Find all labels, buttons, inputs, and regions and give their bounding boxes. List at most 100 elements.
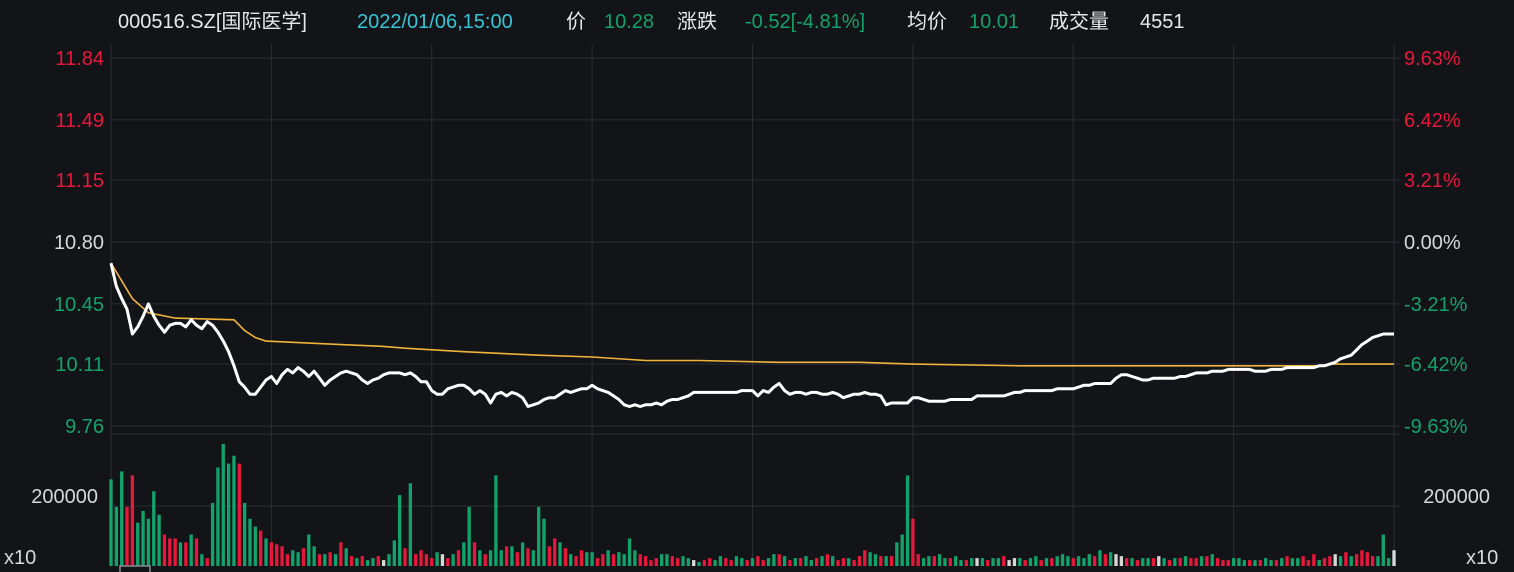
volume-bar [1231,558,1236,566]
avg-price-value: 10.01 [969,11,1020,33]
volume-bar [333,554,338,566]
volume-bar [579,550,584,566]
volume-bar [665,554,669,566]
volume-bar [1012,558,1017,566]
volume-bar [216,467,220,566]
volume-bar [205,558,209,566]
volume-bar [488,550,493,566]
volume-bar [275,544,279,566]
volume-bar [430,558,434,566]
volume-bar [745,560,749,566]
volume-bar [1274,560,1279,566]
volume-bar [1028,558,1033,566]
volume-bar [649,560,653,566]
volume-bar [1317,560,1321,566]
volume-bar [285,554,290,566]
volume-bar [1285,556,1289,566]
crosshair-cursor-box[interactable] [119,565,151,572]
percent-tick-label: 9.63% [1404,48,1461,70]
volume-bar [627,538,632,566]
volume-bar [291,550,295,566]
volume-bar [601,554,605,566]
volume-bar [403,548,407,566]
volume-bar [847,558,851,566]
chart-grid [110,44,1400,566]
volume-bar [114,506,119,566]
avg-price-label: 均价 [907,11,947,33]
volume-bar [659,554,664,566]
price-tick-label: 10.11 [55,354,104,376]
volume-bar [798,558,803,566]
volume-bar [718,556,723,566]
volume-bar [991,558,995,566]
volume-bar [152,491,156,566]
volume-bar [440,554,445,566]
volume-bar [681,556,685,566]
volume-bar [927,556,931,566]
volume-bar [809,560,813,566]
volume-bar [381,560,386,566]
volume-bar [494,475,498,566]
percent-tick-label: 6.42% [1404,110,1461,132]
volume-bar [312,546,316,566]
volume-bar [269,542,274,566]
volume-bar [708,558,712,566]
volume-bar [504,546,509,566]
volume-bar [339,542,343,566]
volume-bar [761,560,765,566]
volume-bar [189,534,193,566]
volume-bar [371,558,375,566]
volume-bar [323,554,327,566]
volume-bar [889,556,894,566]
volume-bar [237,463,241,566]
percent-axis-right: 9.63% 6.42% 3.21% 0.00% -3.21% -6.42% -9.63% [1404,48,1468,438]
volume-bar [210,502,215,566]
volume-bar [1146,558,1150,566]
volume-bar [1349,556,1353,566]
volume-bar [756,556,760,566]
percent-tick-label: -6.42% [1404,354,1468,376]
volume-bar [750,558,755,566]
volume-bar [1087,554,1091,566]
volume-bar [1215,558,1220,566]
volume-bar [831,556,835,566]
volume-bar [264,538,268,566]
volume-bar [248,518,252,566]
volume-unit-left: x10 [4,547,36,569]
volume-bar [1306,560,1311,566]
volume-bar [472,542,477,566]
quote-datetime: 2022/01/06,15:00 [357,11,513,33]
volume-bar [863,550,867,566]
volume-bar [574,556,578,566]
volume-bar [734,556,739,566]
volume-bar [895,542,899,566]
volume-bar [515,552,519,566]
price-line [109,262,1394,408]
volume-bar [980,558,985,566]
volume-bar [916,554,920,566]
volume-bar [836,560,840,566]
volume-bar [686,558,691,566]
volume-bar [1173,558,1177,566]
price-tick-label: 10.45 [54,294,104,316]
volume-bar [125,506,129,566]
volume-bar [868,552,872,566]
volume-bar [638,554,642,566]
volume-bar [1194,558,1198,566]
volume-bar [531,550,535,566]
volume-bar [676,558,680,566]
volume-bar [162,534,167,566]
volume-bar [959,560,963,566]
volume-bar [814,558,819,566]
volume-bar [168,538,172,566]
price-tick-label: 11.84 [55,48,104,70]
volume-bar [970,558,974,566]
volume-bar [1109,552,1113,566]
volume-bar [1066,556,1070,566]
volume-bar [451,554,455,566]
volume-bar [873,554,878,566]
volume-bar [766,558,771,566]
volume-bar [173,538,177,566]
volume-bar [328,552,332,566]
